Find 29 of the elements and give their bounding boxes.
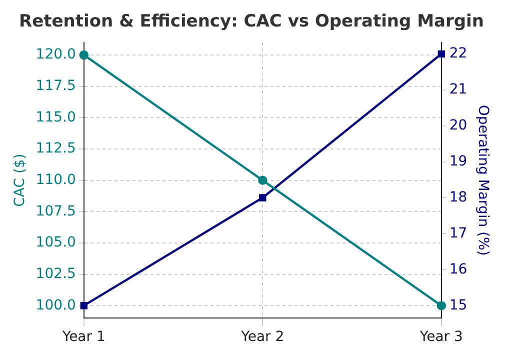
point — [438, 50, 445, 58]
point — [80, 302, 88, 310]
y2-tick-label: 20 — [449, 117, 468, 134]
x-tick-label: Year 3 — [418, 329, 463, 346]
x-tick-label: Year 2 — [240, 329, 284, 346]
y-axis-title: CAC ($) — [12, 154, 28, 207]
point — [259, 194, 266, 202]
y-tick-label: 115.0 — [36, 109, 76, 126]
y-tick-label: 105.0 — [36, 234, 76, 251]
y2-tick-label: 15 — [449, 297, 468, 314]
chart-title: Retention & Efficiency: CAC vs Operating Margin — [19, 12, 484, 32]
y2-tick-label: 22 — [449, 46, 468, 62]
y2-tick-label: 16 — [449, 261, 468, 278]
y2-tick-label: 18 — [449, 189, 468, 206]
y-tick-label: 110.0 — [36, 172, 76, 188]
y-tick-label: 112.5 — [36, 140, 76, 157]
y2-tick-label: 21 — [449, 82, 468, 98]
y-tick-label: 102.5 — [36, 266, 76, 282]
point — [79, 50, 88, 60]
y-tick-label: 100.0 — [36, 297, 76, 314]
y-tick-label: 107.5 — [36, 203, 76, 220]
point — [436, 301, 446, 310]
y-tick-label: 117.5 — [36, 78, 76, 94]
point — [258, 176, 268, 185]
y2-axis-title: Operating Margin (%) — [474, 104, 491, 256]
y2-tick-label: 19 — [449, 153, 468, 170]
y-tick-label: 120.0 — [36, 46, 76, 63]
y2-tick-label: 17 — [449, 225, 468, 242]
x-tick-label: Year 1 — [61, 329, 106, 346]
